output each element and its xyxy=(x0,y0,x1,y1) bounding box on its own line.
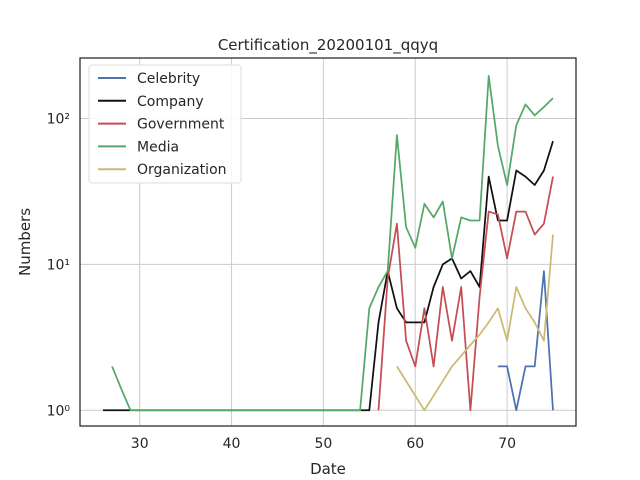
plot-frame xyxy=(79,57,577,427)
legend-label: Celebrity xyxy=(137,71,200,87)
y-axis-label: Numbers xyxy=(16,208,34,276)
legend-label: Media xyxy=(137,139,179,155)
y-tick-label: 10¹ xyxy=(47,257,70,273)
y-tick-label: 10² xyxy=(47,112,70,128)
x-tick-label: 60 xyxy=(406,436,424,452)
series-line-organization xyxy=(396,234,554,412)
x-tick-label: 50 xyxy=(314,436,332,452)
legend-label: Company xyxy=(137,94,204,110)
x-axis-label: Date xyxy=(310,460,346,478)
legend-label: Organization xyxy=(137,162,227,178)
legend: Celebrity Company Government Media Organizat… xyxy=(88,64,242,184)
legend-label: Government xyxy=(137,117,225,133)
series-line-government xyxy=(377,176,554,412)
chart-title: Certification_20200101_qqyq xyxy=(218,36,438,55)
x-tick-label: 40 xyxy=(223,436,241,452)
series-layer xyxy=(103,75,554,412)
series-line-celebrity xyxy=(497,270,554,412)
series-line-media xyxy=(111,75,554,412)
y-tick-label: 10⁰ xyxy=(47,403,71,419)
legend-box xyxy=(88,64,242,184)
x-tick-label: 30 xyxy=(131,436,149,452)
x-tick-label: 70 xyxy=(498,436,516,452)
tick-layer: 30 40 50 60 70 10⁰ 10¹ 10² xyxy=(47,112,516,452)
